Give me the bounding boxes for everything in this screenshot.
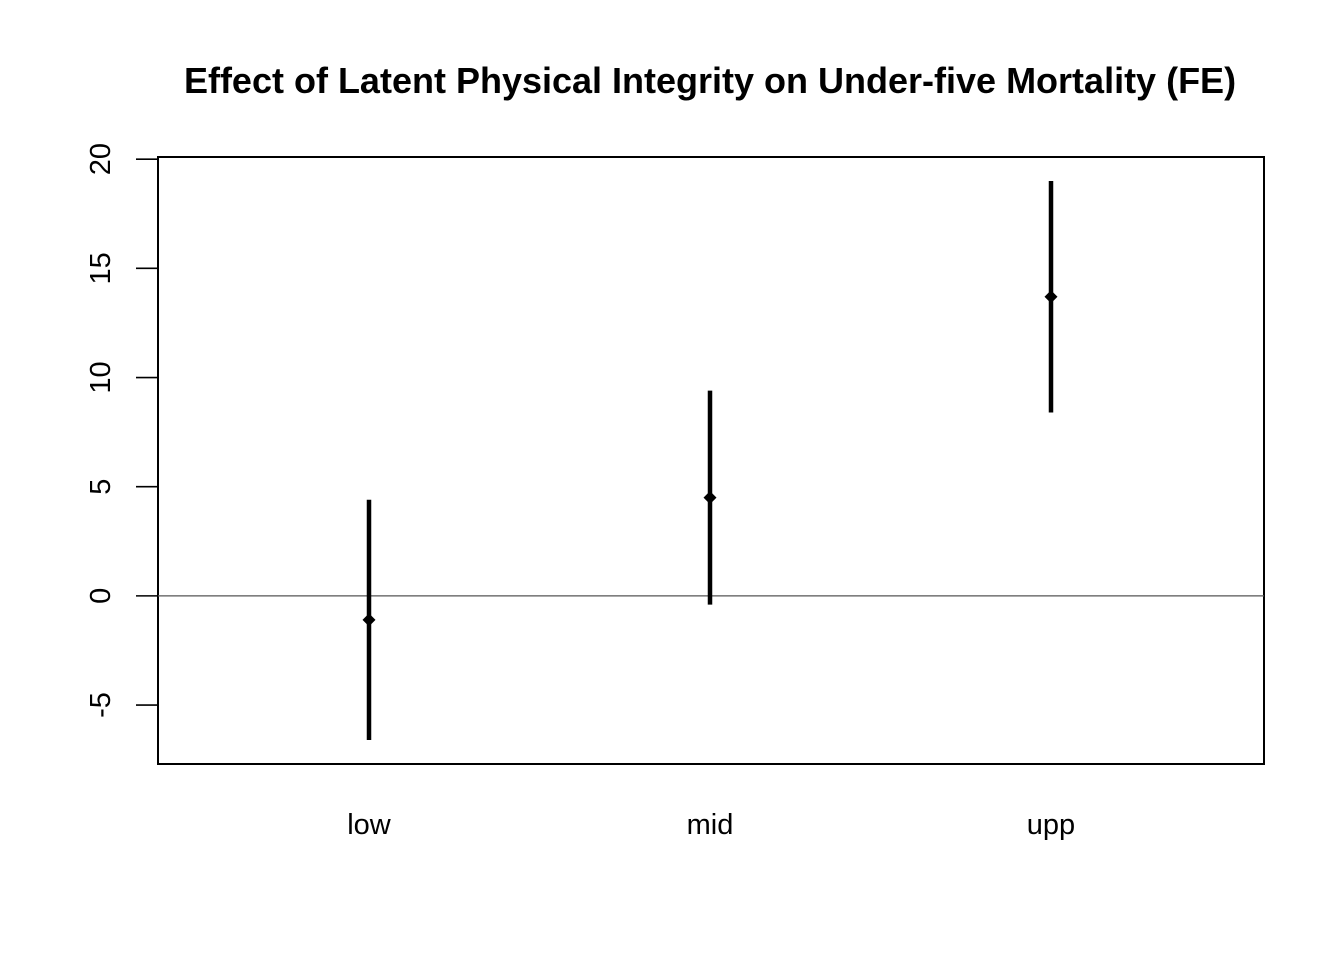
x-category-label: upp xyxy=(1027,809,1075,841)
y-tick-label: 10 xyxy=(85,361,117,393)
y-tick-label: 20 xyxy=(85,143,117,175)
point-estimate-upp xyxy=(1044,290,1058,304)
y-tick-label: 5 xyxy=(85,479,117,495)
y-axis: -5 0 5 10 15 20 xyxy=(85,143,158,718)
y-tick-label: 0 xyxy=(85,588,117,604)
point-estimate-low xyxy=(362,613,376,627)
y-tick-label: 15 xyxy=(85,252,117,284)
point-estimate-mid xyxy=(703,491,717,505)
x-category-label: low xyxy=(347,809,392,841)
x-category-label: mid xyxy=(687,809,734,841)
y-tick-label: -5 xyxy=(85,692,117,718)
x-axis: low mid upp xyxy=(347,809,1075,841)
error-bars xyxy=(362,181,1058,740)
chart-title: Effect of Latent Physical Integrity on U… xyxy=(184,60,1236,101)
